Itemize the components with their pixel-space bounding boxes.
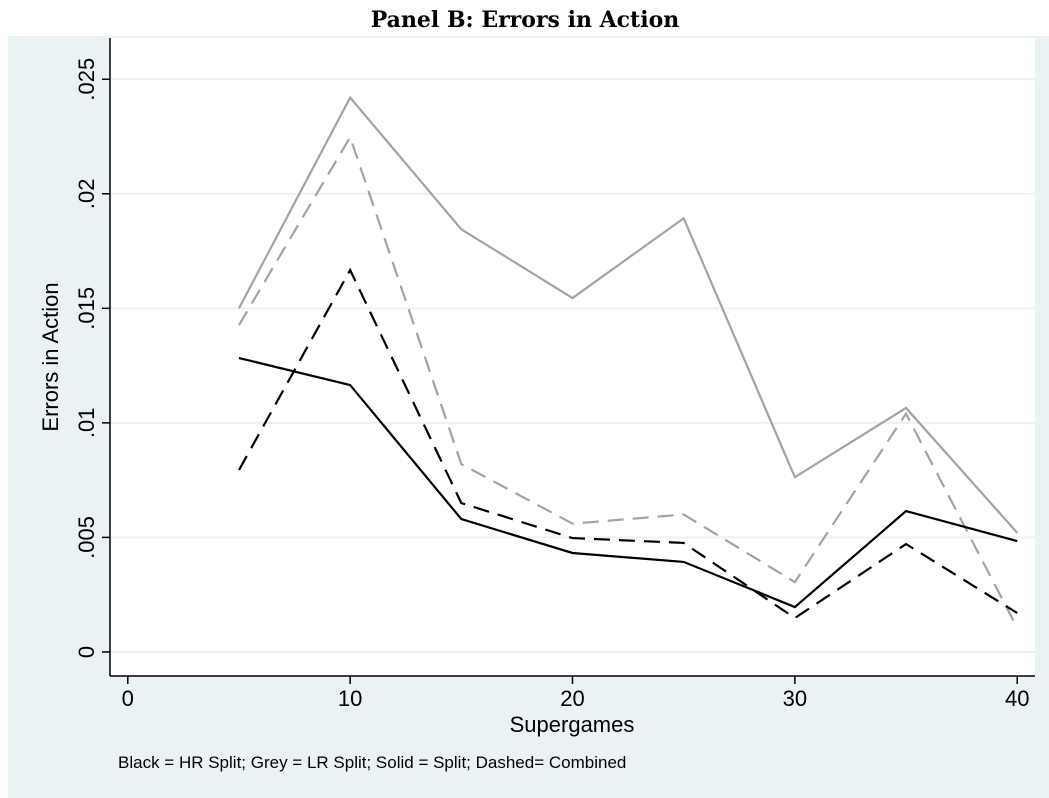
series-line	[238, 356, 1018, 609]
x-tick-label: 20	[560, 686, 584, 711]
y-tick-label: .015	[74, 287, 99, 330]
series-line	[237, 95, 1019, 534]
x-axis-title: Supergames	[510, 712, 635, 737]
y-tick-label: .025	[74, 58, 99, 101]
y-axis-title: Errors in Action	[38, 282, 63, 431]
x-tick-label: 30	[783, 686, 807, 711]
x-tick-label: 10	[338, 686, 362, 711]
y-tick-label: .02	[74, 178, 99, 209]
plot-region	[110, 38, 1035, 676]
x-tick-label: 40	[1005, 686, 1029, 711]
series-line	[238, 267, 1018, 620]
y-tick-label: 0	[74, 646, 99, 658]
x-tick-label: 0	[122, 686, 134, 711]
series-line	[238, 134, 1019, 629]
chart-title: Panel B: Errors in Action	[371, 7, 680, 33]
note: Black = HR Split; Grey = LR Split; Solid…	[118, 753, 626, 772]
y-tick-label: .005	[74, 516, 99, 559]
y-tick-label: .01	[74, 408, 99, 439]
